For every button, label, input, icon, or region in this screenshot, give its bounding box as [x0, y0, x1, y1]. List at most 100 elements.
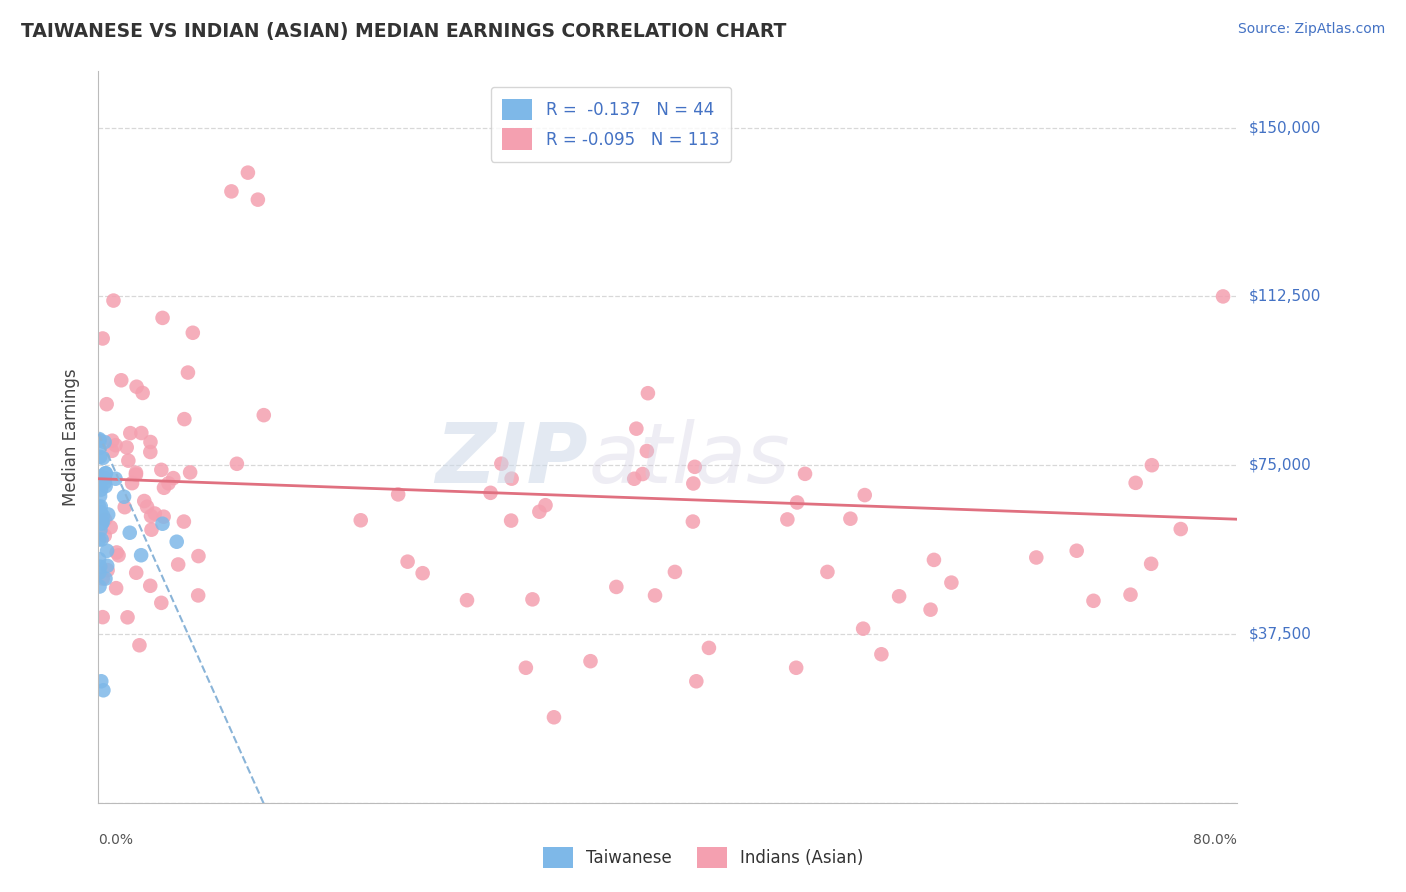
- Point: [141, 523, 163, 537]
- Point: [89, 441, 111, 455]
- Point: [110, 373, 132, 387]
- Point: [1140, 458, 1163, 473]
- Point: [173, 515, 195, 529]
- Point: [157, 476, 180, 491]
- Point: [839, 512, 862, 526]
- Point: [90, 533, 112, 547]
- Point: [479, 485, 502, 500]
- Point: [125, 566, 148, 580]
- Point: [623, 472, 645, 486]
- Point: [101, 443, 124, 458]
- Point: [89, 523, 111, 537]
- Text: TAIWANESE VS INDIAN (ASIAN) MEDIAN EARNINGS CORRELATION CHART: TAIWANESE VS INDIAN (ASIAN) MEDIAN EARNI…: [21, 22, 786, 41]
- Point: [786, 495, 808, 509]
- Point: [387, 487, 409, 501]
- Point: [1025, 550, 1047, 565]
- Point: [515, 661, 537, 675]
- Point: [125, 466, 148, 480]
- Point: [152, 516, 174, 531]
- Point: [529, 505, 551, 519]
- Legend: R =  -0.137   N = 44, R = -0.095   N = 113: R = -0.137 N = 44, R = -0.095 N = 113: [491, 87, 731, 161]
- Legend: Taiwanese, Indians (Asian): Taiwanese, Indians (Asian): [536, 840, 870, 875]
- Point: [93, 683, 115, 698]
- Point: [644, 589, 666, 603]
- Point: [105, 581, 128, 595]
- Point: [626, 422, 648, 436]
- Point: [870, 647, 893, 661]
- Point: [91, 331, 114, 345]
- Point: [89, 500, 111, 514]
- Point: [1125, 475, 1147, 490]
- Point: [117, 453, 139, 467]
- Point: [89, 489, 111, 503]
- Point: [887, 589, 910, 603]
- Point: [90, 515, 112, 529]
- Point: [96, 558, 118, 573]
- Point: [636, 444, 658, 458]
- Point: [97, 508, 120, 522]
- Point: [682, 515, 704, 529]
- Point: [153, 481, 176, 495]
- Point: [120, 426, 142, 441]
- Point: [853, 488, 876, 502]
- Point: [139, 579, 162, 593]
- Point: [179, 466, 201, 480]
- Point: [173, 412, 195, 426]
- Point: [94, 475, 117, 490]
- Point: [125, 380, 148, 394]
- Text: 0.0%: 0.0%: [98, 833, 134, 847]
- Point: [139, 509, 162, 524]
- Text: $112,500: $112,500: [1249, 289, 1320, 304]
- Point: [104, 472, 127, 486]
- Point: [91, 515, 114, 529]
- Point: [96, 397, 118, 411]
- Point: [522, 592, 544, 607]
- Text: atlas: atlas: [588, 418, 790, 500]
- Point: [90, 483, 112, 497]
- Point: [139, 435, 162, 450]
- Point: [534, 498, 557, 512]
- Point: [112, 490, 135, 504]
- Point: [125, 467, 148, 482]
- Point: [1066, 543, 1088, 558]
- Point: [350, 513, 373, 527]
- Point: [1083, 594, 1105, 608]
- Point: [90, 505, 112, 519]
- Point: [697, 640, 720, 655]
- Point: [89, 566, 111, 580]
- Point: [107, 549, 129, 563]
- Point: [101, 434, 124, 448]
- Point: [150, 463, 173, 477]
- Point: [104, 438, 127, 452]
- Point: [129, 548, 152, 562]
- Point: [90, 500, 112, 514]
- Point: [152, 310, 174, 325]
- Text: Source: ZipAtlas.com: Source: ZipAtlas.com: [1237, 22, 1385, 37]
- Point: [922, 553, 945, 567]
- Point: [91, 572, 114, 586]
- Point: [94, 528, 117, 542]
- Point: [94, 467, 117, 481]
- Point: [121, 476, 143, 491]
- Point: [631, 467, 654, 481]
- Point: [152, 509, 174, 524]
- Point: [605, 580, 627, 594]
- Point: [187, 589, 209, 603]
- Text: ZIP: ZIP: [436, 418, 588, 500]
- Point: [89, 473, 111, 487]
- Point: [94, 572, 117, 586]
- Point: [412, 566, 434, 581]
- Point: [94, 467, 117, 481]
- Point: [543, 710, 565, 724]
- Point: [93, 435, 115, 450]
- Y-axis label: Median Earnings: Median Earnings: [62, 368, 80, 506]
- Point: [167, 558, 190, 572]
- Text: $75,000: $75,000: [1249, 458, 1312, 473]
- Point: [91, 508, 114, 523]
- Point: [682, 476, 704, 491]
- Point: [97, 563, 120, 577]
- Point: [785, 661, 807, 675]
- Point: [118, 525, 141, 540]
- Point: [491, 457, 513, 471]
- Point: [683, 459, 706, 474]
